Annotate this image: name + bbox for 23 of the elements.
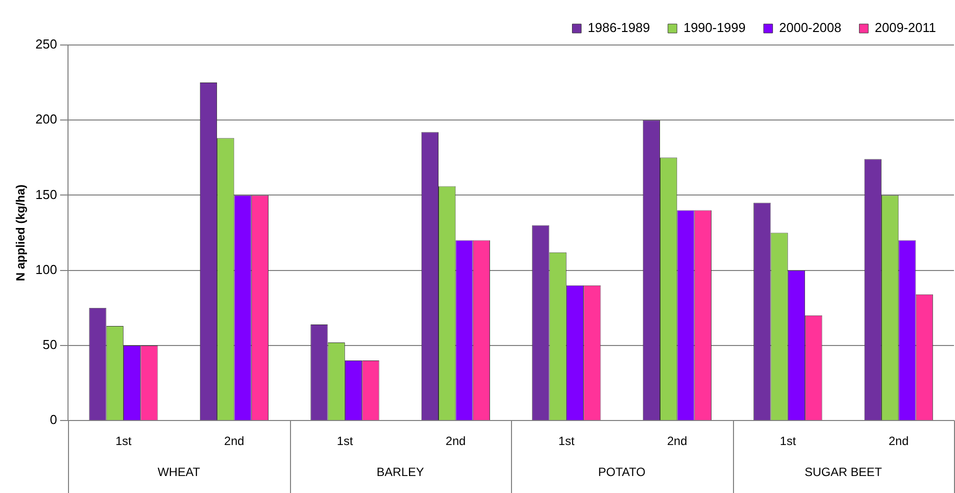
text: WHEAT (158, 464, 201, 479)
x-tick-label: 2nd (667, 434, 688, 448)
x-tick-label: 1st (780, 434, 797, 448)
legend-label: 1990-1999 (683, 20, 746, 36)
x-tick-label: 2nd (446, 434, 466, 448)
legend-label: 1986-1989 (588, 20, 650, 36)
x-tick-label: 1st (558, 434, 576, 448)
text: POTATO (598, 464, 646, 479)
y-tick-label: 250 (35, 36, 58, 52)
y-tick-label: 200 (35, 112, 58, 127)
x-tick-label: 1st (115, 434, 132, 448)
y-tick-label: 50 (42, 337, 58, 352)
text: BARLEY (376, 464, 424, 479)
x-tick-label: 1st (336, 434, 354, 448)
legend-label: 2009-2011 (874, 20, 936, 36)
legend-label: 2000-2008 (779, 20, 842, 36)
y-tick-label: 150 (35, 186, 58, 202)
x-tick-label: 2nd (224, 434, 244, 448)
y-tick-label: 100 (35, 262, 58, 277)
x-tick-label: 2nd (888, 434, 909, 448)
y-axis-title: N applied (kg/ha) (14, 184, 28, 282)
text: SUGAR BEET (804, 464, 883, 479)
y-tick-label: 0 (50, 412, 58, 428)
